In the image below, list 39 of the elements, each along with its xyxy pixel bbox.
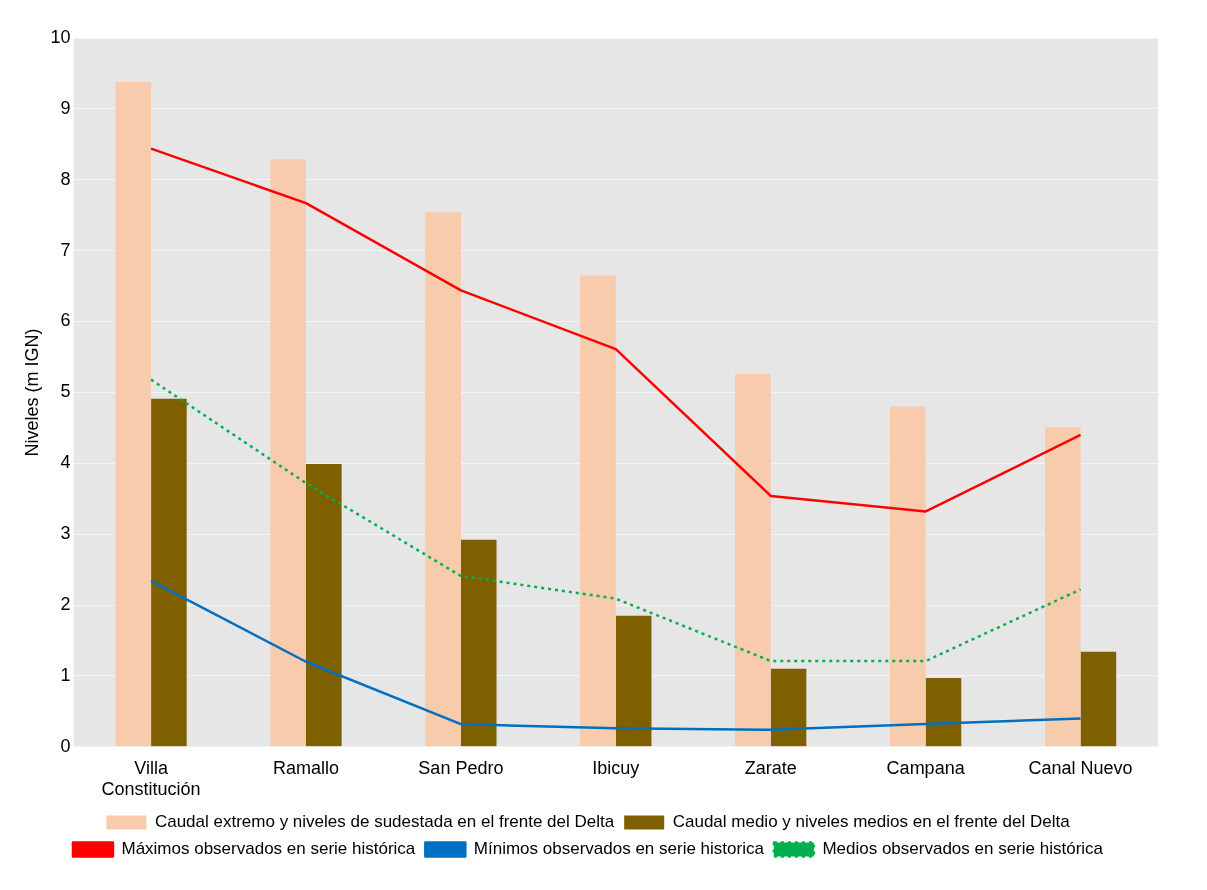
x-tick-label: Canal Nuevo <box>1028 757 1133 778</box>
line-series <box>149 378 1082 663</box>
bar <box>425 212 461 747</box>
bar <box>770 668 807 747</box>
bar <box>460 539 497 747</box>
y-tick-label: 8 <box>60 168 71 189</box>
bar <box>925 678 962 747</box>
bar <box>1044 427 1081 747</box>
bar <box>270 159 306 747</box>
bar <box>890 406 926 747</box>
x-tick-label: San Pedro <box>418 757 504 778</box>
bar <box>151 398 187 747</box>
legend-label: Caudal extremo y niveles de sudestada en el frente del Delta <box>154 812 615 832</box>
legend-label: Caudal medio y niveles medios en el frente del Delta <box>672 812 1071 832</box>
x-tick-label: Villa Constitución <box>101 757 201 800</box>
y-tick-label: 9 <box>60 97 71 118</box>
y-tick-label: 1 <box>60 664 71 685</box>
y-tick-label: 7 <box>60 239 71 260</box>
x-tick-label: Zarate <box>744 757 797 778</box>
x-tick-label: Ramallo <box>272 757 339 778</box>
y-tick-label: 3 <box>60 523 71 544</box>
legend-label: Medios observados en serie histórica <box>822 839 1104 859</box>
bar <box>1080 651 1117 747</box>
y-tick-label: 5 <box>60 381 71 402</box>
legend-label: Máximos observados en serie histórica <box>121 839 416 859</box>
bar <box>735 373 771 747</box>
bar <box>615 615 652 747</box>
bar <box>115 81 152 747</box>
x-tick-label: Campana <box>886 757 966 778</box>
y-tick-label: 2 <box>60 594 71 615</box>
bar <box>305 463 342 747</box>
legend-label: Mínimos observados en serie historica <box>473 839 765 859</box>
y-tick-label: 6 <box>60 310 71 331</box>
y-tick-label: 0 <box>60 735 71 756</box>
y-tick-label: 4 <box>60 452 71 473</box>
x-tick-label: Ibicuy <box>592 757 640 778</box>
y-axis-title: Niveles (m IGN) <box>21 328 42 457</box>
bar <box>580 275 616 747</box>
y-tick-label: 10 <box>50 26 71 47</box>
